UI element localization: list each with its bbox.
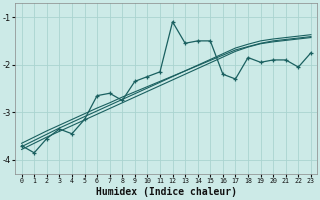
X-axis label: Humidex (Indice chaleur): Humidex (Indice chaleur) bbox=[96, 187, 237, 197]
